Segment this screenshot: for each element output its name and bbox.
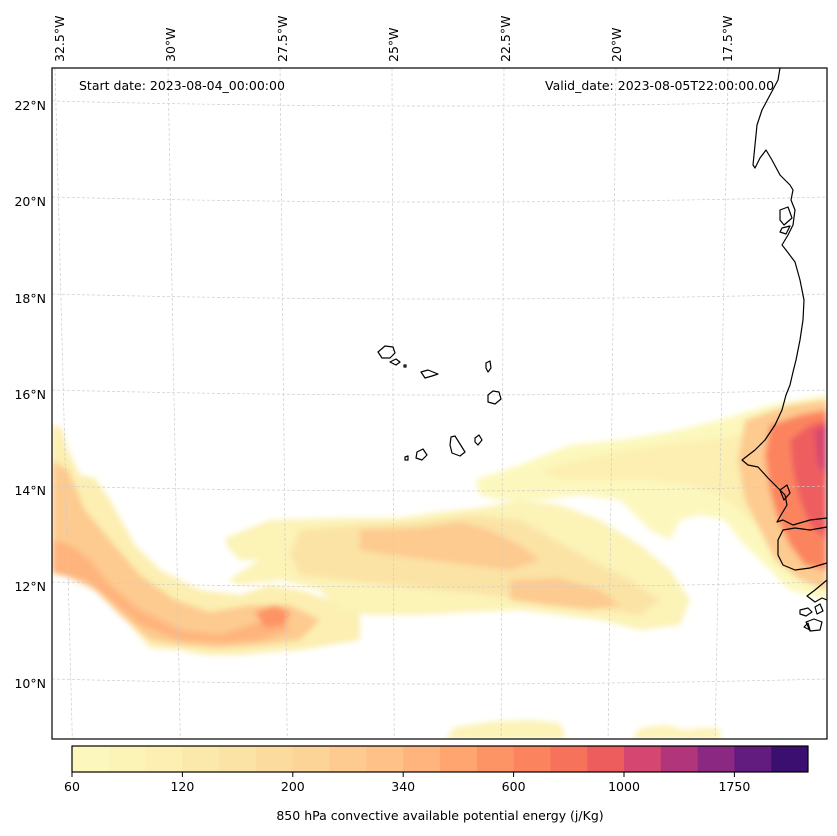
parallel-line — [52, 293, 827, 300]
start-date-annotation: Start date: 2023-08-04_00:00:00 — [79, 78, 285, 93]
island-sao-vicente — [389, 358, 401, 366]
colorbar-tick-label-60: 60 — [64, 779, 80, 794]
parallel-line — [52, 678, 827, 685]
colorbar-bin-173 — [256, 746, 294, 772]
lat-label-12n: 12°N — [14, 579, 46, 594]
colorbar-bin-1250 — [660, 746, 699, 772]
meridian-line — [714, 68, 729, 739]
colorbar-bin-200 — [292, 746, 331, 772]
colorbar-bin-100 — [145, 746, 183, 772]
colorbar-bin-427 — [440, 746, 478, 772]
lon-label-27-5w: 27.5°W — [275, 15, 290, 62]
lat-label-10n: 10°N — [14, 676, 46, 691]
colorbar — [71, 745, 809, 777]
lon-label-32-5w: 32.5°W — [52, 15, 67, 62]
parallel-line — [52, 389, 827, 396]
lat-label-14n: 14°N — [14, 483, 46, 498]
lat-label-16n: 16°N — [14, 387, 46, 402]
cape-region-western-inner — [52, 540, 290, 643]
colorbar-bin-1500 — [697, 746, 735, 772]
colorbar-bin-733 — [550, 746, 588, 772]
colorbar-tick-label-120: 120 — [170, 779, 195, 794]
colorbar-tick-label-1750: 1750 — [718, 779, 751, 794]
meridian-line — [607, 68, 617, 739]
colorbar-tick-label-340: 340 — [391, 779, 416, 794]
colorbar-bin-60 — [72, 746, 110, 772]
coastline-guinea — [806, 579, 827, 603]
coastline-guinea-bissau — [777, 526, 827, 571]
colorbar-bin-867 — [587, 746, 625, 772]
meridian-line — [500, 68, 505, 739]
colorbar-bin-340 — [403, 746, 441, 772]
lat-label-18n: 18°N — [14, 291, 46, 306]
coastline-africa — [741, 68, 827, 526]
meridian-line — [279, 68, 288, 739]
island-boa-vista — [487, 390, 502, 405]
colorbar-tick-label-200: 200 — [280, 779, 305, 794]
island-fogo — [415, 448, 428, 461]
cape-region-senegal-peak — [815, 425, 827, 475]
graticule — [52, 68, 827, 739]
parallel-line — [52, 100, 827, 107]
colorbar-bin-2000 — [771, 746, 809, 772]
cape-region-southern-2 — [632, 725, 720, 739]
lon-label-30w: 30°W — [163, 27, 178, 62]
meridian-line — [391, 68, 395, 739]
colorbar-tick-label-600: 600 — [501, 779, 526, 794]
meridian-line — [167, 68, 181, 739]
colorbar-bin-247 — [329, 746, 367, 772]
parallel-line — [52, 196, 827, 203]
island-bijagos-1 — [799, 607, 813, 617]
colorbar-bin-293 — [366, 746, 404, 772]
cape-region-central-inner — [360, 522, 540, 570]
island-sao-nicolau — [420, 369, 439, 379]
island-banc-arguin-2 — [779, 225, 791, 235]
parallel-line — [52, 485, 827, 492]
island-brava — [404, 455, 409, 461]
island-sine-saloum — [779, 484, 791, 501]
lon-label-22-5w: 22.5°W — [498, 15, 513, 62]
lon-label-17-5w: 17.5°W — [720, 15, 735, 62]
cape-region-western-peak — [255, 605, 290, 628]
lon-label-25w: 25°W — [386, 27, 401, 62]
colorbar-bin-1000 — [624, 746, 662, 772]
colorbar-bin-147 — [219, 746, 257, 772]
map-frame — [51, 67, 828, 740]
colorbar-label: 850 hPa convective available potential e… — [276, 808, 604, 823]
lat-label-22n: 22°N — [14, 98, 46, 113]
island-santiago — [449, 435, 466, 457]
colorbar-bin-513 — [476, 746, 515, 772]
island-santo-antao — [377, 345, 396, 359]
cape-region-central-inner-2 — [510, 578, 620, 610]
colorbar-frame — [71, 745, 809, 773]
colorbar-bin-600 — [513, 746, 551, 772]
colorbar-bin-80 — [108, 746, 147, 772]
island-banc-arguin — [779, 206, 793, 226]
lon-label-20w: 20°W — [609, 27, 624, 62]
colorbar-tick-label-1000: 1000 — [608, 779, 640, 794]
colorbar-bin-120 — [182, 746, 220, 772]
lat-label-20n: 20°N — [14, 194, 46, 209]
cape-region-southern-1 — [445, 720, 565, 739]
island-sal — [485, 360, 492, 373]
coastlines — [377, 68, 827, 632]
meridian-line — [54, 68, 73, 739]
colorbar-bin-1750 — [734, 746, 772, 772]
island-bijagos-4 — [803, 622, 811, 631]
island-bijagos-2 — [814, 603, 824, 615]
valid-date-annotation: Valid_date: 2023-08-05T22:00:00.00 — [545, 78, 775, 93]
parallel-line — [52, 581, 827, 588]
island-santa-luzia — [403, 364, 407, 368]
island-maio — [474, 434, 483, 446]
